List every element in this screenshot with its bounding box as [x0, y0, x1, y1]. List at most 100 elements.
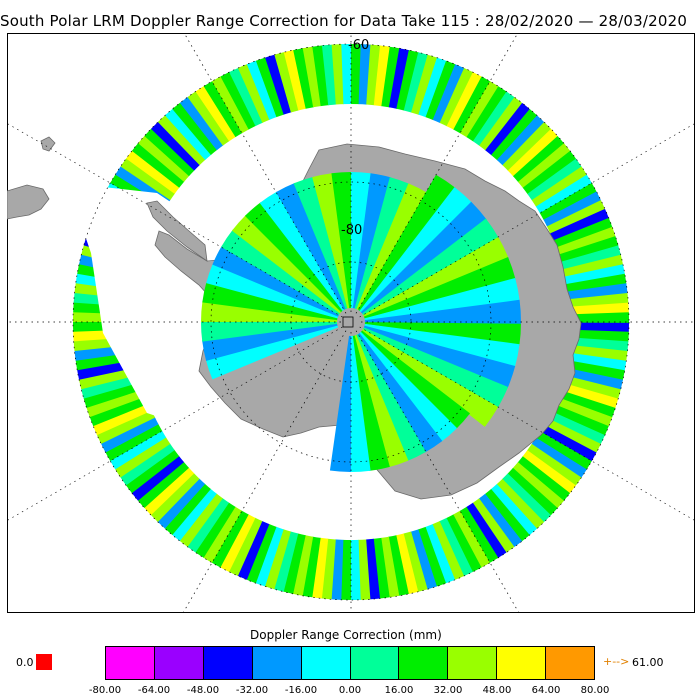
ocean-track-segment [373, 45, 391, 107]
ocean-track-segment [558, 236, 619, 263]
ocean-track-segment [137, 461, 189, 509]
ocean-track-segment [550, 208, 610, 241]
ocean-track-segment [460, 81, 500, 138]
ocean-track-segment [283, 49, 307, 111]
lat-label-60: -60 [348, 38, 369, 53]
ocean-track-segment [373, 537, 390, 599]
ocean-track-segment [418, 57, 447, 118]
ocean-track-segment [558, 382, 619, 409]
ocean-track-segment [452, 510, 490, 568]
color-scale-tick-label: 0.00 [338, 685, 362, 696]
longitude-line [7, 122, 343, 318]
interior-coverage-wedge [352, 335, 390, 471]
ocean-track-segment [539, 183, 597, 221]
ocean-track-segment [496, 478, 545, 530]
over-range-arrow: +--> [603, 655, 630, 668]
interior-coverage-wedge [360, 201, 487, 314]
ocean-track-segment [501, 473, 551, 523]
ocean-track-segment [246, 60, 278, 120]
ocean-track-segment [539, 424, 597, 462]
interior-coverage-wedge [354, 334, 409, 468]
ocean-track-segment [202, 506, 242, 563]
color-scale-swatch [154, 647, 204, 679]
interior-coverage-wedge [363, 325, 516, 389]
ocean-track-segment [424, 524, 456, 584]
ocean-track-segment [89, 395, 149, 427]
ocean-track-segment [522, 150, 577, 195]
interior-coverage-wedge [244, 202, 343, 313]
ocean-track-segment [264, 529, 291, 590]
falkland-island [40, 136, 56, 152]
ocean-track-segment [255, 526, 284, 587]
ocean-track-segment [526, 443, 582, 487]
interior-coverage-wedge [360, 330, 471, 430]
ocean-track-segment [105, 423, 163, 461]
ocean-track-segment [543, 191, 602, 228]
ocean-track-segment [219, 514, 256, 572]
ocean-track-segment [564, 264, 625, 285]
color-scale-tick-label: -64.00 [137, 685, 171, 696]
ocean-track-segment [96, 410, 156, 444]
ocean-track-segment [507, 128, 559, 177]
ocean-track-segment [151, 121, 201, 171]
ocean-track-segment [157, 114, 206, 166]
longitude-line [182, 330, 347, 613]
ocean-track-segment [114, 436, 171, 478]
interior-coverage-wedge [364, 299, 521, 324]
ocean-track-segment [109, 430, 167, 470]
color-scale-tick-label: -80.00 [88, 685, 122, 696]
ocean-track-segment [131, 142, 185, 188]
interior-coverage-wedge [364, 323, 520, 368]
ocean-track-segment [439, 517, 473, 577]
ocean-track-segment [357, 539, 371, 600]
ocean-track-segment [255, 57, 285, 118]
south-pole-marker [342, 316, 354, 328]
color-scale-tick-label: 64.00 [531, 685, 561, 696]
ocean-track-segment [568, 322, 629, 333]
ocean-track-segment [432, 64, 465, 124]
ocean-track-segment [403, 531, 428, 592]
color-scale-tick-label: 16.00 [384, 685, 414, 696]
ocean-track-segment [567, 337, 629, 352]
map-title: South Polar LRM Doppler Range Correction… [0, 12, 688, 30]
longitude-line [355, 330, 520, 613]
ocean-track-segment [92, 403, 152, 436]
interior-coverage-wedge [201, 320, 338, 342]
color-scale-tick-label: -32.00 [235, 685, 269, 696]
interior-coverage-wedge [362, 329, 499, 427]
ocean-track-segment [410, 529, 437, 590]
ocean-track-segment [194, 502, 236, 558]
ocean-track-segment [546, 200, 606, 234]
antarctic-peninsula [146, 200, 208, 262]
ocean-track-segment [485, 102, 531, 156]
ocean-track-segment [562, 254, 624, 278]
ocean-track-segment [293, 48, 314, 109]
ocean-track-segment [562, 367, 623, 391]
ocean-track-segment [157, 478, 206, 529]
ocean-track-segment [522, 450, 576, 494]
longitude-line [359, 122, 695, 318]
interior-coverage-wedge [212, 245, 339, 317]
interior-coverage-wedge [363, 237, 509, 317]
ocean-track-segment [380, 536, 400, 598]
interior-coverage-wedge [312, 173, 350, 309]
ocean-track-segment [411, 54, 438, 115]
longitude-line [359, 326, 695, 522]
ocean-track-segment [246, 523, 277, 584]
ocean-track-segment [301, 536, 321, 598]
interior-coverage-wedge [354, 177, 410, 310]
ocean-track-segment [517, 143, 571, 189]
color-scale-swatch [497, 647, 547, 679]
ocean-track-segment [220, 71, 257, 130]
interior-coverage-wedge [221, 229, 340, 315]
ocean-track-segment [381, 46, 401, 108]
ocean-track-segment [446, 72, 483, 130]
ocean-track-segment [331, 44, 345, 105]
ocean-track-segment [351, 44, 362, 105]
interior-coverage-wedge [356, 183, 428, 310]
ocean-track-segment [453, 76, 491, 134]
ocean-track-segment [150, 472, 200, 522]
ocean-track-segment [143, 467, 195, 516]
ocean-track-segment [172, 102, 218, 156]
ocean-track-segment [131, 455, 185, 501]
